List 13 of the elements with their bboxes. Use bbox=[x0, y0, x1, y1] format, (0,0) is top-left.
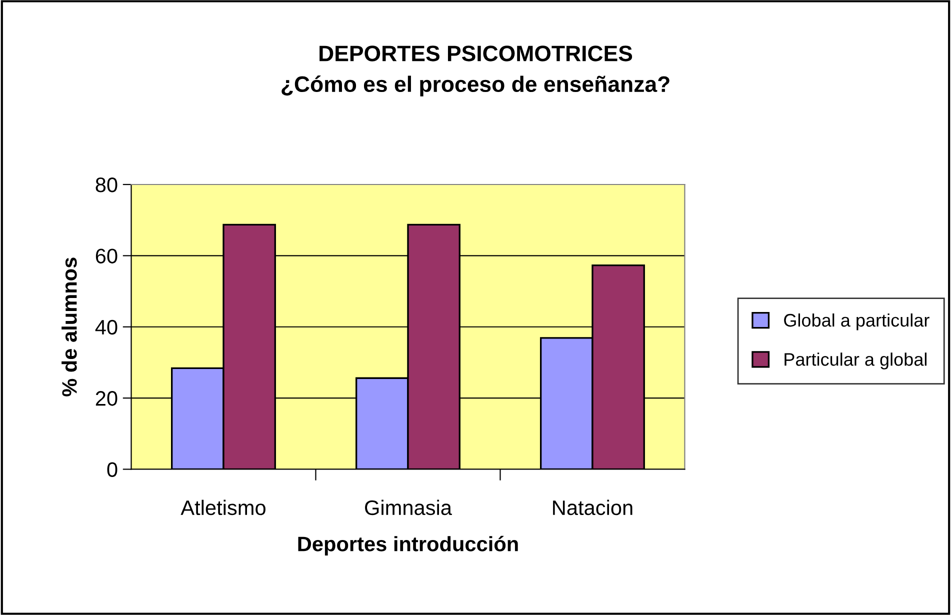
x-tick-label: Natacion bbox=[553, 500, 632, 516]
y-tick-label: 0 bbox=[107, 462, 118, 477]
y-tick-label: 20 bbox=[96, 391, 118, 406]
chart-title: DEPORTES PSICOMOTRICES ¿Cómo es el proceso de enseñanza? bbox=[282, 46, 670, 96]
x-tick-label: Atletismo bbox=[180, 500, 266, 516]
x-axis-title: Deportes introducción bbox=[298, 536, 518, 556]
legend-label: Global a particular bbox=[784, 313, 930, 330]
y-axis-title: % de alumnos bbox=[62, 258, 77, 396]
y-tick-label: 60 bbox=[96, 248, 118, 264]
x-tick-label: Gimnasia bbox=[365, 500, 452, 516]
y-tick-label: 40 bbox=[95, 320, 118, 335]
y-tick-label: 80 bbox=[96, 178, 118, 192]
legend-label: Particular a global bbox=[784, 352, 926, 370]
